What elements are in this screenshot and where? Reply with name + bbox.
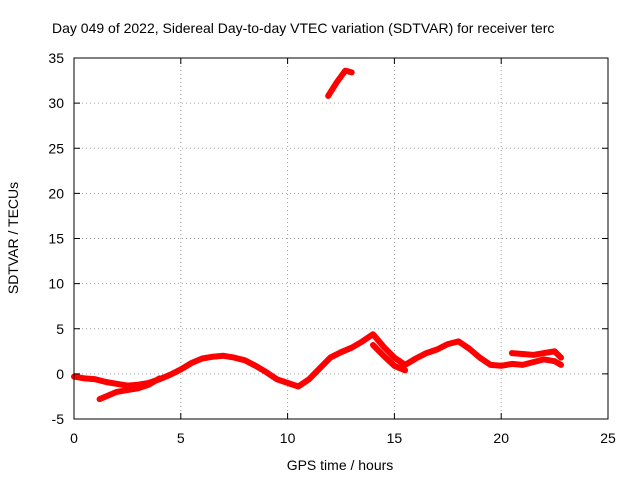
y-tick-label: 0 (56, 366, 64, 382)
data-point (97, 396, 103, 402)
data-point (541, 350, 547, 356)
y-tick-label: 30 (48, 95, 64, 111)
data-point (295, 384, 301, 390)
data-point (221, 353, 227, 359)
data-point (114, 381, 120, 387)
x-tick-label: 20 (493, 430, 509, 446)
x-tick-label: 15 (387, 430, 403, 446)
data-point (253, 363, 259, 369)
data-point (103, 379, 109, 385)
data-point (285, 380, 291, 386)
x-tick-label: 25 (600, 430, 616, 446)
data-point (188, 360, 194, 366)
data-point (509, 350, 515, 356)
grid (74, 58, 608, 419)
y-tick-label: 20 (48, 185, 64, 201)
data-point (338, 349, 344, 355)
data-point (530, 359, 536, 365)
data-point (370, 331, 376, 337)
y-tick-label: 35 (48, 50, 64, 66)
data-point (135, 385, 141, 391)
trace-upper-segment (325, 67, 355, 99)
x-tick-label: 0 (70, 430, 78, 446)
data-point (391, 355, 397, 361)
data-point (124, 387, 130, 393)
data-point (466, 346, 472, 352)
data-point (146, 382, 152, 388)
data-point (391, 363, 397, 369)
data-point (558, 362, 564, 368)
y-tick-label: -5 (52, 411, 65, 427)
data-point (325, 93, 331, 99)
data-point (306, 376, 312, 382)
data-point (359, 338, 365, 344)
chart-title: Day 049 of 2022, Sidereal Day-to-day VTE… (52, 20, 554, 36)
data-point (477, 355, 483, 361)
data-point (402, 362, 408, 368)
data-point (263, 369, 269, 375)
x-tick-label: 10 (280, 430, 296, 446)
data-point (498, 363, 504, 369)
data-point (552, 358, 558, 364)
data-point (423, 350, 429, 356)
data-point (274, 376, 280, 382)
data-point (445, 341, 451, 347)
data-point (455, 338, 461, 344)
axis-ticks: 0 5 10 15 20 25 -5 0 5 10 15 20 25 30 35 (48, 50, 616, 446)
data-traces (71, 67, 564, 403)
data-point (114, 389, 120, 395)
data-point (242, 357, 248, 363)
data-point (178, 366, 184, 372)
data-point (370, 342, 376, 348)
y-tick-label: 5 (56, 321, 64, 337)
data-point (520, 351, 526, 357)
data-point (381, 344, 387, 350)
data-point (530, 352, 536, 358)
data-point (231, 355, 237, 361)
data-point (434, 347, 440, 353)
x-axis-label: GPS time / hours (287, 457, 394, 473)
data-point (317, 365, 323, 371)
data-point (520, 362, 526, 368)
trace-evening-branch (370, 342, 409, 374)
data-point (210, 354, 216, 360)
data-point (541, 356, 547, 362)
data-point (381, 353, 387, 359)
data-point (105, 393, 111, 399)
y-tick-label: 10 (48, 276, 64, 292)
y-tick-label: 25 (48, 140, 64, 156)
data-point (156, 375, 162, 381)
trace-main (71, 331, 564, 390)
data-point (509, 361, 515, 367)
data-point (558, 355, 564, 361)
data-point (334, 79, 340, 85)
data-point (552, 348, 558, 354)
data-point (92, 376, 98, 382)
data-point (413, 356, 419, 362)
data-point (349, 345, 355, 351)
data-point (327, 355, 333, 361)
y-axis-label: SDTVAR / TECUs (5, 182, 21, 294)
data-point (167, 372, 173, 378)
y-tick-label: 15 (48, 231, 64, 247)
x-tick-label: 5 (177, 430, 185, 446)
data-point (349, 69, 355, 75)
data-point (342, 68, 348, 74)
data-point (488, 362, 494, 368)
data-point (82, 375, 88, 381)
data-point (402, 367, 408, 373)
data-point (199, 356, 205, 362)
